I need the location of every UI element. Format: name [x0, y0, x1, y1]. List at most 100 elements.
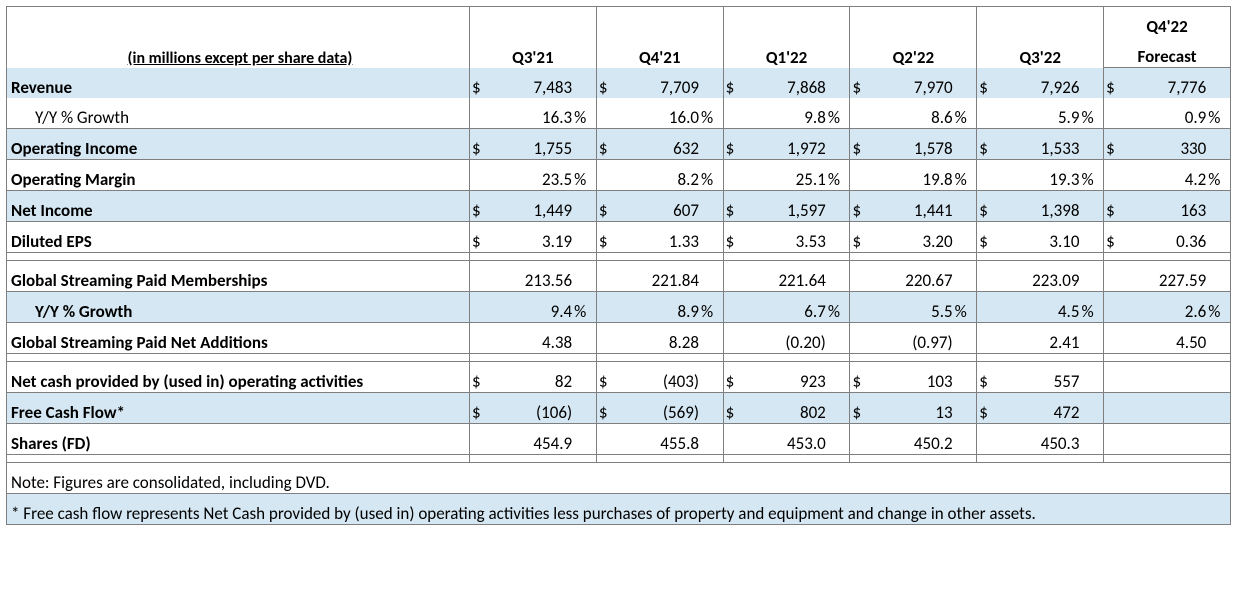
- unit-cell: %: [955, 292, 977, 323]
- value-cell: 6.7: [745, 292, 828, 323]
- table-row: Operating Margin23.5%8.2%25.1%19.8%19.3%…: [7, 160, 1231, 191]
- unit-cell: %: [955, 160, 977, 191]
- currency-symbol: $: [977, 191, 999, 222]
- unit-cell: [955, 68, 977, 99]
- value-cell: 453.0: [745, 424, 828, 455]
- gap-cell: [7, 354, 470, 362]
- unit-cell: %: [828, 292, 850, 323]
- col-header-forecast-bottom: Forecast: [1104, 37, 1231, 68]
- value-cell: 450.2: [872, 424, 955, 455]
- header-corner: (in millions except per share data): [7, 7, 470, 68]
- currency-symbol: [977, 424, 999, 455]
- unit-cell: [701, 129, 723, 160]
- currency-symbol: [596, 323, 618, 354]
- value-cell: 632: [618, 129, 701, 160]
- table-row: Operating Income$1,755$632$1,972$1,578$1…: [7, 129, 1231, 160]
- value-cell: 2.41: [999, 323, 1082, 354]
- value-cell: 82: [492, 362, 575, 393]
- currency-symbol: $: [977, 129, 999, 160]
- unit-cell: [701, 393, 723, 424]
- table-row: Free Cash Flow*$(106)$(569)$802$13$472: [7, 393, 1231, 424]
- currency-symbol: $: [596, 393, 618, 424]
- currency-symbol: [723, 323, 745, 354]
- value-cell: 1,398: [999, 191, 1082, 222]
- value-cell: 3.19: [492, 222, 575, 253]
- unit-cell: %: [1081, 292, 1103, 323]
- currency-symbol: $: [1104, 129, 1126, 160]
- currency-symbol: $: [723, 68, 745, 99]
- unit-cell: [574, 261, 596, 292]
- currency-symbol: [596, 98, 618, 129]
- value-cell: (0.97): [872, 323, 955, 354]
- currency-symbol: $: [723, 362, 745, 393]
- gap-row: [7, 455, 1231, 463]
- currency-symbol: [1104, 424, 1126, 455]
- unit-cell: %: [574, 160, 596, 191]
- value-cell: (0.20): [745, 323, 828, 354]
- value-cell: 7,483: [492, 68, 575, 99]
- currency-symbol: [850, 424, 872, 455]
- note-row-0: Note: Figures are consolidated, includin…: [7, 463, 1231, 494]
- value-cell: (403): [618, 362, 701, 393]
- value-cell: 5.9: [999, 98, 1082, 129]
- currency-symbol: [469, 424, 491, 455]
- table-row: Diluted EPS$3.19$1.33$3.53$3.20$3.10$0.3…: [7, 222, 1231, 253]
- col-header-0: Q3'21: [469, 7, 596, 68]
- currency-symbol: [1104, 98, 1126, 129]
- currency-symbol: $: [1104, 191, 1126, 222]
- unit-cell: [701, 68, 723, 99]
- unit-cell: [1081, 323, 1103, 354]
- currency-symbol: $: [977, 393, 999, 424]
- value-cell: 450.3: [999, 424, 1082, 455]
- col-header-1: Q4'21: [596, 7, 723, 68]
- currency-symbol: [469, 292, 491, 323]
- currency-symbol: [723, 292, 745, 323]
- currency-symbol: $: [596, 68, 618, 99]
- value-cell: 802: [745, 393, 828, 424]
- col-header-2: Q1'22: [723, 7, 850, 68]
- unit-cell: [1208, 424, 1230, 455]
- value-cell: 1,441: [872, 191, 955, 222]
- currency-symbol: [469, 261, 491, 292]
- unit-cell: [574, 129, 596, 160]
- value-cell: 8.28: [618, 323, 701, 354]
- unit-cell: [574, 393, 596, 424]
- currency-symbol: [977, 98, 999, 129]
- unit-cell: [1081, 222, 1103, 253]
- table-row: Y/Y % Growth9.4%8.9%6.7%5.5%4.5%2.6%: [7, 292, 1231, 323]
- value-cell: [1126, 424, 1209, 455]
- unit-cell: [1081, 129, 1103, 160]
- value-cell: 455.8: [618, 424, 701, 455]
- unit-cell: [828, 191, 850, 222]
- table-row: Global Streaming Paid Memberships213.562…: [7, 261, 1231, 292]
- value-cell: 103: [872, 362, 955, 393]
- currency-symbol: $: [977, 362, 999, 393]
- currency-symbol: [850, 323, 872, 354]
- financial-table: (in millions except per share data) Q3'2…: [6, 6, 1231, 525]
- currency-symbol: $: [850, 129, 872, 160]
- value-cell: 3.53: [745, 222, 828, 253]
- value-cell: 3.10: [999, 222, 1082, 253]
- unit-cell: [955, 323, 977, 354]
- currency-symbol: $: [850, 393, 872, 424]
- value-cell: 0.9: [1126, 98, 1209, 129]
- value-cell: 19.3: [999, 160, 1082, 191]
- currency-symbol: $: [1104, 68, 1126, 99]
- value-cell: 2.6: [1126, 292, 1209, 323]
- unit-cell: [701, 261, 723, 292]
- currency-symbol: [1104, 261, 1126, 292]
- value-cell: 4.50: [1126, 323, 1209, 354]
- unit-cell: [828, 323, 850, 354]
- value-cell: 19.8: [872, 160, 955, 191]
- currency-symbol: $: [977, 68, 999, 99]
- unit-cell: %: [1081, 160, 1103, 191]
- row-label: Operating Margin: [7, 160, 470, 191]
- unit-cell: [955, 362, 977, 393]
- unit-cell: [955, 222, 977, 253]
- currency-symbol: [723, 261, 745, 292]
- currency-symbol: [596, 261, 618, 292]
- table-row: Net Income$1,449$607$1,597$1,441$1,398$1…: [7, 191, 1231, 222]
- currency-symbol: $: [850, 222, 872, 253]
- currency-symbol: [850, 160, 872, 191]
- unit-cell: [574, 68, 596, 99]
